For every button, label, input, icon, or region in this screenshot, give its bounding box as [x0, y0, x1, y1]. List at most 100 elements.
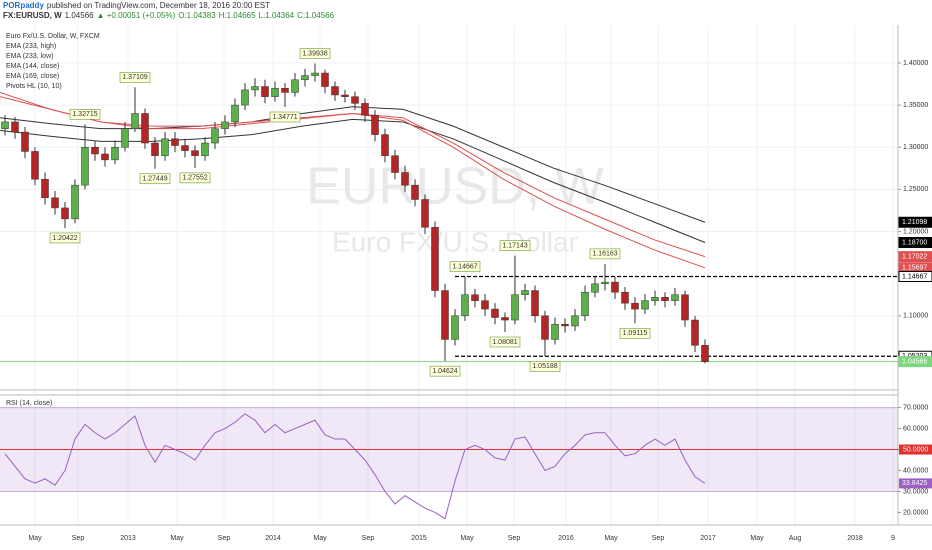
- candle-body: [491, 308, 499, 318]
- pivot-label: 1.39938: [302, 50, 327, 57]
- pivot-box: [499, 240, 531, 251]
- x-tick-label: May: [170, 535, 184, 542]
- candle-body: [61, 207, 69, 220]
- y-tick-label: 40.0000: [903, 467, 928, 474]
- candle-body: [191, 150, 199, 156]
- candle-body: [211, 128, 219, 144]
- candle-body: [201, 142, 209, 156]
- pivot-box: [69, 109, 101, 120]
- candle-body: [111, 146, 119, 161]
- candle-body: [81, 146, 89, 186]
- header-line: FX:EURUSD, W 1.04566 ▲ +0.00051 (+0.05%)…: [3, 11, 334, 21]
- pivot-label: 1.17143: [502, 242, 527, 249]
- candle-body: [621, 291, 629, 304]
- candle-body: [391, 155, 399, 173]
- y-tick-label: 60.0000: [903, 425, 928, 432]
- y-tick-label: 20.0000: [903, 509, 928, 516]
- pivot-box: [429, 365, 461, 377]
- candle-body: [51, 197, 59, 209]
- price-badge-label: 1.14667: [902, 273, 927, 280]
- candle-body: [221, 121, 229, 129]
- candle-body: [321, 72, 329, 87]
- candle-body: [611, 281, 619, 293]
- legend-entry: Pivots HL (10, 10): [6, 83, 62, 90]
- price-badge-label: 1.17022: [902, 253, 927, 260]
- candle-body: [591, 283, 599, 293]
- candle-body: [91, 146, 99, 155]
- candle-body: [501, 317, 509, 321]
- y-tick-label: 70.0000: [903, 404, 928, 411]
- x-tick-label: May: [750, 535, 764, 542]
- candle-body: [481, 300, 489, 310]
- x-tick-label: Sep: [652, 535, 665, 542]
- header-line: PORpaddy published on TradingView.com, D…: [3, 1, 334, 11]
- candle-body: [571, 315, 579, 327]
- pivot-box: [49, 232, 81, 244]
- candle-body: [241, 89, 249, 106]
- open: O:1.04383: [178, 11, 216, 20]
- candle-body: [681, 294, 689, 321]
- y-tick-label: 30.0000: [903, 488, 928, 495]
- candle-body: [631, 302, 639, 310]
- candle-body: [71, 184, 79, 220]
- candle-body: [251, 86, 259, 91]
- pivot-box: [489, 336, 521, 348]
- x-tick-label: Sep: [72, 535, 85, 542]
- candle-body: [371, 114, 379, 135]
- rsi-badge-label: 33.8425: [902, 480, 927, 487]
- pivot-label: 1.16163: [592, 251, 617, 258]
- change: ▲ +0.00051 (+0.05%): [96, 11, 176, 20]
- candle-body: [581, 291, 589, 317]
- candle-body: [181, 145, 189, 151]
- pivot-label: 1.05188: [532, 363, 557, 370]
- candle-body: [271, 87, 279, 97]
- pivot-box: [449, 261, 481, 272]
- last-price: 1.04566: [64, 11, 94, 20]
- published: published on TradingView.com, December 1…: [46, 1, 271, 10]
- legend-entry: EMA (169, close): [6, 73, 59, 80]
- pivot-box: [529, 361, 561, 372]
- pivot-box: [589, 248, 621, 260]
- candle-body: [531, 290, 539, 317]
- candle-body: [1, 121, 9, 129]
- candle-body: [151, 142, 159, 156]
- pivot-label: 1.08081: [492, 339, 517, 346]
- y-tick-label: 1.35000: [903, 102, 928, 109]
- candle-body: [601, 281, 609, 285]
- candle-body: [661, 297, 669, 301]
- price-badge-label: 1.04566: [902, 358, 927, 365]
- candle-body: [281, 87, 289, 93]
- candle-body: [471, 294, 479, 301]
- candle-body: [441, 290, 449, 340]
- pivot-label: 1.27552: [182, 175, 207, 182]
- price-badge: [898, 356, 932, 368]
- low: L:1.04364: [258, 11, 295, 20]
- pivot-label: 1.32715: [72, 111, 97, 118]
- pivot-box: [269, 111, 301, 123]
- x-tick-label: Sep: [362, 535, 375, 542]
- pivot-label: 1.09115: [623, 330, 648, 337]
- candle-body: [311, 72, 319, 76]
- watermark-subtitle: Euro FX/U.S. Dollar: [332, 226, 578, 257]
- rsi-badge: [899, 478, 932, 489]
- candle-body: [461, 294, 469, 317]
- pivot-label: 1.34771: [272, 114, 297, 121]
- candle-body: [11, 121, 19, 133]
- legend-title: Euro Fx/U.S. Dollar, W, FXCM: [6, 33, 100, 40]
- pivot-box: [179, 172, 211, 184]
- y-tick-label: 1.30000: [903, 144, 928, 151]
- watermark: EURUSD, W: [306, 158, 604, 216]
- author[interactable]: PORpaddy: [3, 1, 44, 10]
- x-tick-label: Sep: [508, 535, 521, 542]
- candle-body: [561, 323, 569, 327]
- price-badge-label: 1.15697: [902, 265, 927, 272]
- x-tick-label: 2017: [700, 535, 716, 542]
- legend-entry: EMA (144, close): [6, 63, 59, 70]
- candle-body: [511, 294, 519, 321]
- x-tick-label: 2015: [411, 535, 427, 542]
- candle-body: [411, 184, 419, 200]
- pivot-label: 1.20422: [52, 235, 77, 242]
- pivot-box: [299, 48, 331, 59]
